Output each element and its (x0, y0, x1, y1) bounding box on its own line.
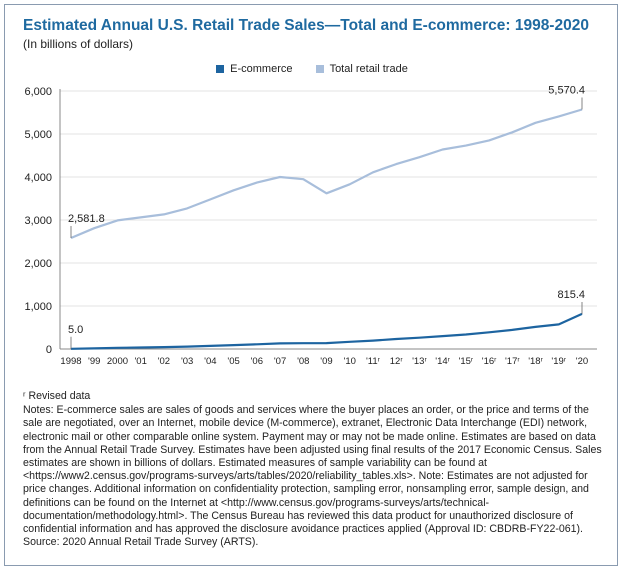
y-tick-label: 5,000 (24, 129, 52, 141)
series-line-total-retail-trade (70, 108, 583, 240)
x-tick-label: '04 (204, 356, 216, 367)
legend-item-ecommerce: E-commerce (216, 63, 293, 75)
y-tick-label: 3,000 (24, 215, 52, 227)
legend-label-total: Total retail trade (329, 63, 408, 75)
x-tick-label: '05 (227, 356, 239, 367)
x-tick-label: '13ʳ (412, 356, 427, 367)
legend: E-commerce Total retail trade (0, 63, 624, 76)
chart-subtitle: (In billions of dollars) (23, 37, 134, 51)
x-tick-label: 2000 (107, 356, 128, 367)
x-tick-label: 12ʳ (390, 356, 404, 367)
legend-label-ecommerce: E-commerce (230, 63, 293, 75)
source-note: Source: 2020 Annual Retail Trade Survey … (23, 536, 259, 549)
x-tick-label: '16ʳ (482, 356, 497, 367)
line-chart: 0 1,000 2,000 3,000 4,000 5,000 6,000 1998 '99 20… (24, 84, 597, 367)
legend-swatch-ecommerce (216, 65, 225, 73)
x-tick-label: '20 (576, 356, 588, 367)
x-tick-label: '01 (134, 356, 146, 367)
revised-note: ʳ Revised data (23, 390, 91, 402)
x-tick-label: '10 (344, 356, 356, 367)
notes: ʳ Revised data Notes: E-commerce sales a… (23, 390, 603, 549)
notes-body: Notes: E-commerce sales are sales of goo… (23, 404, 602, 536)
y-tick-label: 2,000 (24, 258, 52, 270)
series-line-e-commerce (70, 312, 583, 350)
x-tick-label: '02 (158, 356, 170, 367)
x-tick-label: '15ʳ (459, 356, 474, 367)
y-tick-label: 6,000 (24, 86, 52, 98)
x-tick-label: '11ʳ (366, 356, 381, 367)
x-tick-label: '18ʳ (528, 356, 543, 367)
x-tick-label: '99 (88, 356, 100, 367)
x-tick-label: '06 (251, 356, 263, 367)
x-tick-label: '07 (274, 356, 286, 367)
chart-title: Estimated Annual U.S. Retail Trade Sales… (23, 17, 589, 34)
legend-swatch-total (315, 65, 324, 73)
y-tick-label: 4,000 (24, 172, 52, 184)
x-tick-label: '03 (181, 356, 193, 367)
data-label: 2,581.8 (68, 213, 105, 225)
data-label: 815.4 (557, 289, 585, 301)
x-tick-label: '14ʳ (435, 356, 450, 367)
x-tick-label: '17ʳ (505, 356, 520, 367)
data-label: 5.0 (68, 324, 83, 336)
x-tick-label: '08 (297, 356, 309, 367)
x-tick-label: 1998 (60, 356, 81, 367)
y-tick-label: 1,000 (24, 301, 52, 313)
x-tick-label: '09 (320, 356, 332, 367)
legend-item-total: Total retail trade (315, 63, 408, 75)
x-tick-label: '19ʳ (551, 356, 566, 367)
data-label: 5,570.4 (548, 84, 585, 96)
y-tick-label: 0 (46, 344, 52, 356)
figure-frame (4, 4, 618, 566)
